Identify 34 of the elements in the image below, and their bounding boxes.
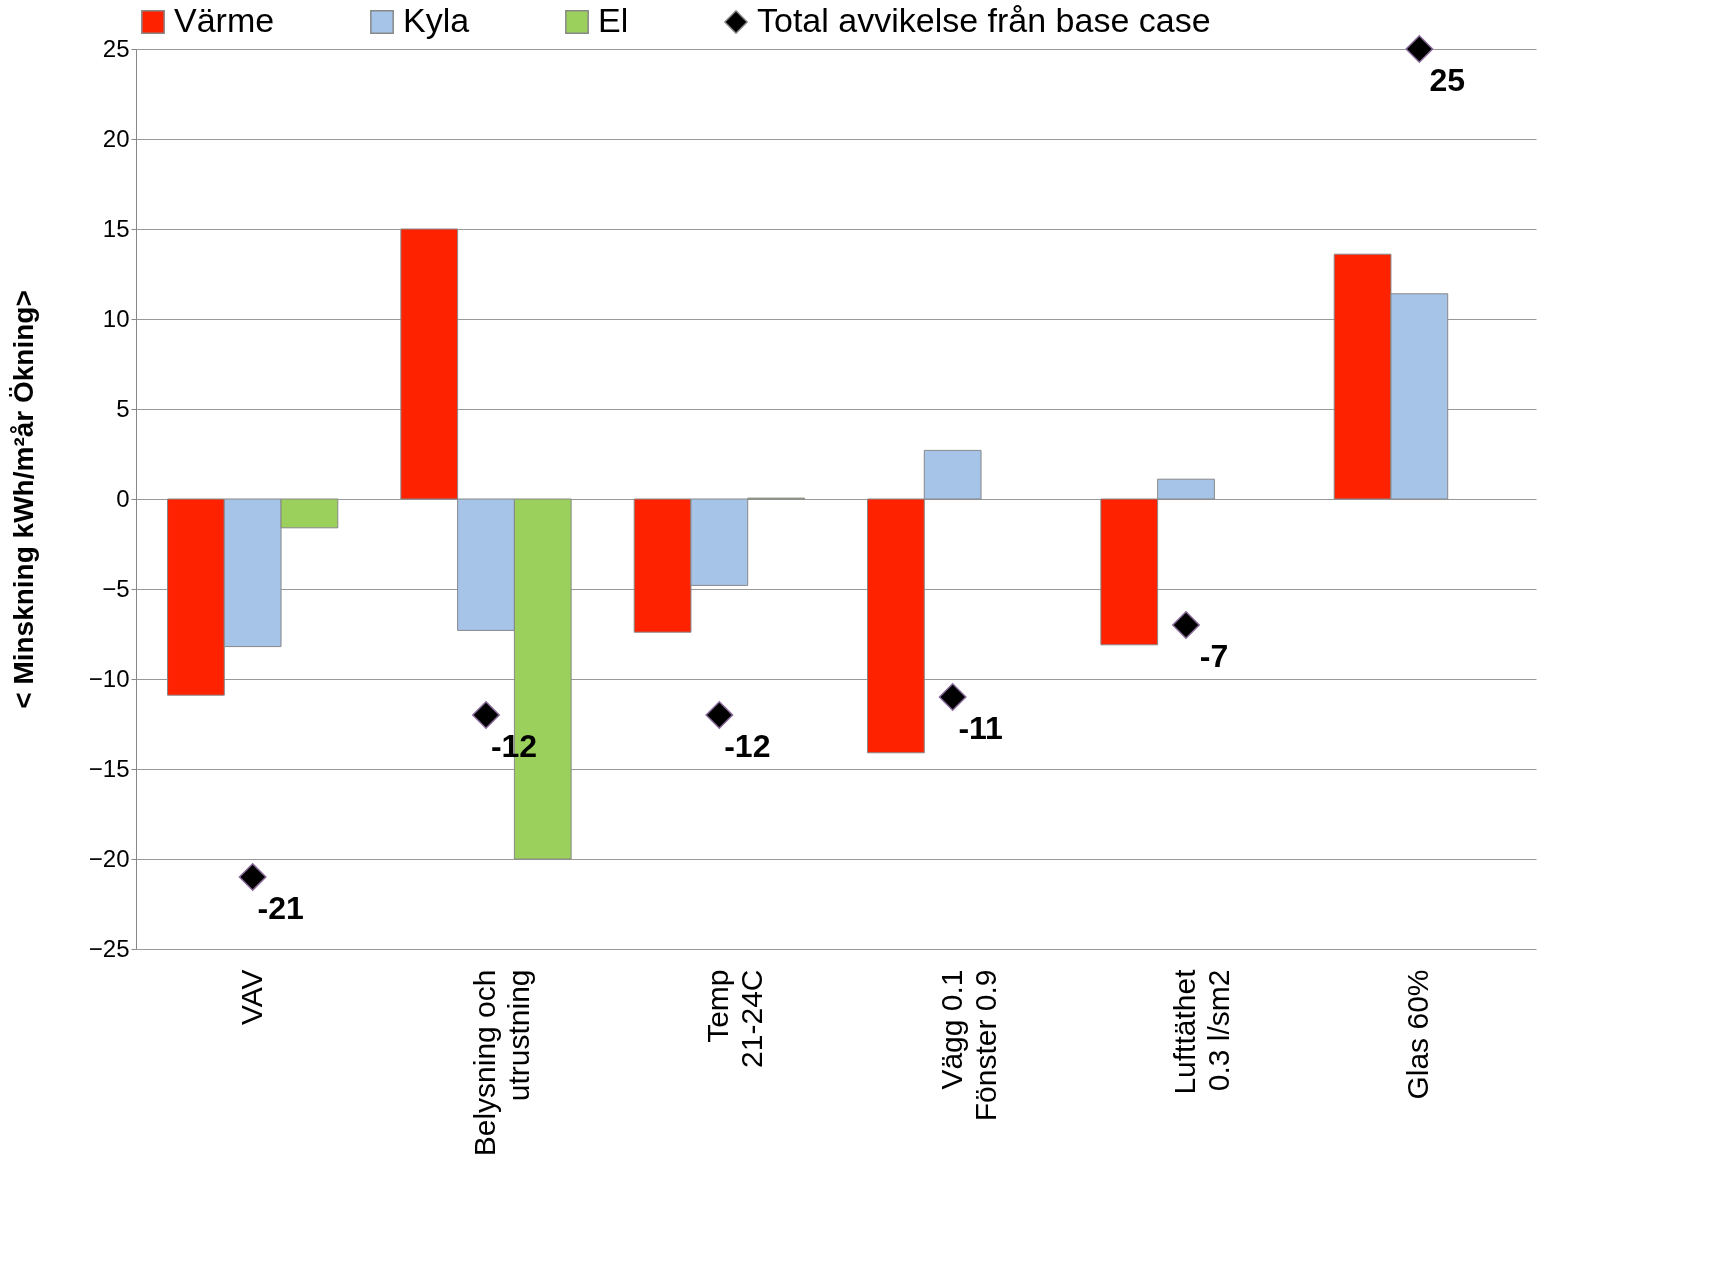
- point: [938, 683, 967, 711]
- x-tick-label: VAV: [234, 969, 268, 1026]
- legend-label: Total avvikelse från base case: [757, 1, 1211, 39]
- legend-label: Kyla: [403, 1, 470, 39]
- data-label: -12: [490, 728, 538, 764]
- data-label: 25: [1429, 62, 1466, 98]
- data-label: -12: [724, 728, 771, 764]
- y-tick-label: 25: [102, 34, 130, 62]
- y-tick-label: −15: [88, 754, 130, 782]
- data-label: -11: [958, 710, 1003, 746]
- y-tick-label: 5: [116, 394, 130, 422]
- legend-label: El: [598, 1, 629, 39]
- point: [1172, 611, 1200, 639]
- point: [705, 701, 734, 729]
- x-tick-label: Vägg 0.1 Fönster 0.9: [934, 969, 1002, 1122]
- y-tick-label: 15: [102, 214, 130, 242]
- y-tick-label: 10: [102, 304, 130, 332]
- x-tick-label: Belysning och utrustning: [468, 969, 535, 1157]
- y-tick-label: −20: [88, 844, 130, 872]
- x-tick-label: Lufttäthet 0.3 l/sm2: [1168, 968, 1235, 1095]
- point: [1405, 35, 1434, 63]
- y-tick-label: −25: [88, 934, 130, 962]
- legend-label: Värme: [174, 1, 275, 39]
- x-tick-label: Glas 60%: [1401, 969, 1435, 1100]
- y-tick-label: 0: [116, 484, 130, 512]
- y-axis-title: < Minskning kWh/m²år Ökning>: [7, 290, 39, 709]
- y-tick-label: −5: [102, 574, 130, 602]
- point: [472, 701, 500, 729]
- y-tick-label: −10: [88, 664, 130, 692]
- y-tick-label: 20: [102, 124, 130, 152]
- data-label: -7: [1199, 638, 1229, 674]
- x-tick-label: Temp 21-24C: [701, 969, 769, 1068]
- data-label: -21: [257, 890, 304, 926]
- point: [238, 863, 267, 891]
